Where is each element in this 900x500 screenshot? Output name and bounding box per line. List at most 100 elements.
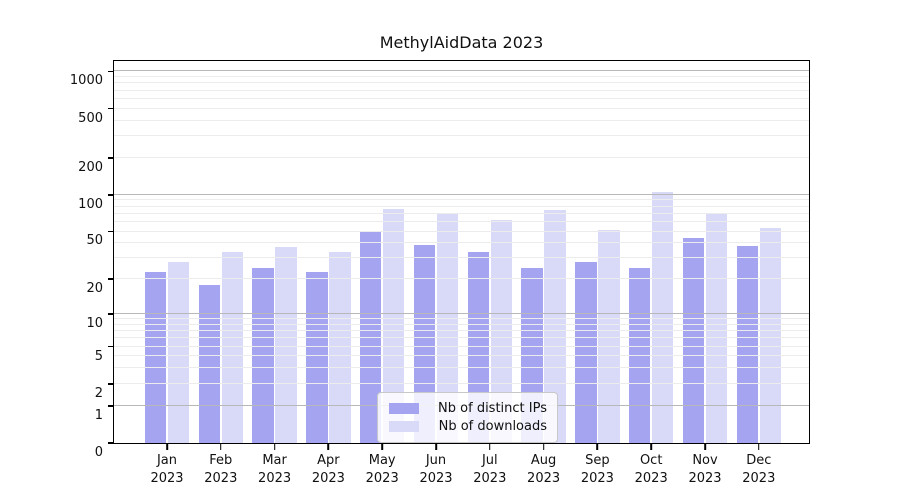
gridline-minor-600 — [114, 97, 809, 99]
y-tick-10 — [108, 313, 114, 315]
x-label-year: 2023 — [580, 471, 614, 486]
bar-downloads-jun — [436, 214, 459, 443]
gridline-minor-700 — [114, 89, 809, 91]
x-tick-label-aug: Aug 2023 — [527, 452, 560, 488]
bar-distinct-ips-dec — [736, 245, 759, 443]
bar-distinct-ips-may — [359, 231, 382, 443]
x-label-month: Jul — [481, 453, 498, 468]
x-tick-dec — [758, 443, 760, 450]
gridline-minor-6 — [114, 337, 809, 339]
legend-entry-distinct-ips: Nb of distinct IPs — [389, 400, 547, 417]
gridline-minor-9 — [114, 318, 809, 320]
bar-distinct-ips-mar — [252, 267, 274, 443]
legend-swatch-distinct-ips — [389, 403, 419, 414]
gridline-minor-3 — [114, 367, 809, 369]
bar-downloads-nov — [705, 212, 728, 443]
chart-title: MethylAidData 2023 — [379, 33, 544, 52]
x-label-year: 2023 — [150, 471, 184, 486]
y-tick-5 — [108, 345, 114, 348]
gridline-minor-50 — [114, 230, 809, 232]
x-tick-label-jun: Jun 2023 — [419, 452, 452, 488]
x-label-month: Jan — [156, 453, 178, 468]
y-tick-100 — [108, 193, 114, 196]
x-label-year: 2023 — [742, 471, 776, 486]
x-tick-label-feb: Feb 2023 — [204, 452, 237, 488]
x-label-year: 2023 — [258, 471, 292, 486]
x-label-month: Jun — [425, 453, 447, 468]
x-label-year: 2023 — [473, 471, 507, 486]
x-tick-label-may: May 2023 — [366, 452, 399, 488]
bar-distinct-ips-apr — [306, 272, 328, 443]
bar-downloads-jan — [167, 261, 190, 443]
bar-distinct-ips-sep — [575, 261, 597, 443]
x-label-month: Nov — [692, 453, 718, 468]
bar-group-mar — [252, 59, 297, 443]
gridline-major-10 — [114, 313, 809, 314]
bar-group-oct — [628, 59, 674, 443]
bar-distinct-ips-nov — [682, 238, 705, 443]
bar-downloads-sep — [598, 230, 620, 443]
gridline-minor-200 — [114, 156, 809, 158]
x-tick-may — [381, 443, 383, 450]
gridline-minor-90 — [114, 199, 809, 201]
x-tick-sep — [596, 443, 599, 450]
x-tick-label-jul: Jul 2023 — [473, 452, 506, 488]
bar-distinct-ips-feb — [198, 284, 221, 443]
gridline-minor-30 — [114, 257, 809, 259]
legend-label-downloads: Nb of downloads — [438, 419, 547, 434]
x-tick-mar — [273, 443, 276, 450]
bar-group-jun — [413, 59, 459, 443]
bar-downloads-dec — [759, 228, 782, 443]
bar-distinct-ips-jan — [144, 272, 167, 443]
x-tick-jun — [435, 443, 437, 450]
bar-downloads-jul — [490, 220, 513, 443]
x-tick-aug — [542, 443, 545, 450]
gridline-minor-20 — [114, 278, 809, 280]
y-tick-500 — [108, 107, 114, 110]
x-tick-label-sep: Sep 2023 — [581, 452, 614, 488]
x-tick-oct — [650, 443, 652, 450]
gridline-minor-40 — [114, 242, 809, 244]
x-tick-jul — [489, 443, 491, 450]
x-tick-nov — [704, 443, 706, 450]
y-tick-1000 — [108, 70, 114, 73]
gridline-minor-800 — [114, 82, 809, 84]
bar-downloads-aug — [544, 210, 566, 443]
gridline-minor-4 — [114, 355, 809, 357]
x-label-month: Feb — [209, 453, 233, 468]
y-tick-0 — [108, 442, 114, 444]
gridline-minor-900 — [114, 76, 809, 77]
x-label-month: Oct — [639, 453, 663, 468]
bar-downloads-apr — [329, 251, 351, 443]
x-label-year: 2023 — [311, 471, 345, 486]
x-label-year: 2023 — [688, 471, 722, 486]
y-tick-20 — [108, 278, 114, 281]
bar-group-jan — [144, 59, 190, 443]
x-tick-feb — [220, 443, 222, 450]
gridline-minor-400 — [114, 119, 809, 121]
y-tick-1 — [108, 404, 114, 407]
bar-group-feb — [198, 59, 244, 443]
gridline-minor-5 — [114, 345, 809, 347]
bar-group-sep — [575, 59, 620, 443]
gridline-minor-60 — [114, 220, 809, 222]
gridline-minor-500 — [114, 107, 809, 109]
bar-group-apr — [306, 59, 351, 443]
x-label-month: Sep — [585, 453, 610, 468]
x-tick-label-apr: Apr 2023 — [312, 452, 345, 488]
bar-downloads-may — [382, 208, 405, 443]
legend: Nb of distinct IPs Nb of downloads — [377, 392, 558, 443]
x-label-year: 2023 — [204, 471, 238, 486]
legend-swatch-downloads — [389, 421, 419, 432]
y-tick-50 — [108, 230, 114, 233]
x-tick-label-nov: Nov 2023 — [688, 452, 721, 488]
gridline-major-1000 — [114, 70, 809, 72]
gridline-minor-7 — [114, 330, 809, 332]
x-tick-jan — [166, 443, 168, 450]
gridline-minor-70 — [114, 212, 809, 214]
bar-group-aug — [521, 59, 566, 443]
legend-label-distinct-ips: Nb of distinct IPs — [438, 401, 547, 416]
gridline-minor-8 — [114, 323, 809, 325]
bar-downloads-oct — [651, 192, 674, 443]
